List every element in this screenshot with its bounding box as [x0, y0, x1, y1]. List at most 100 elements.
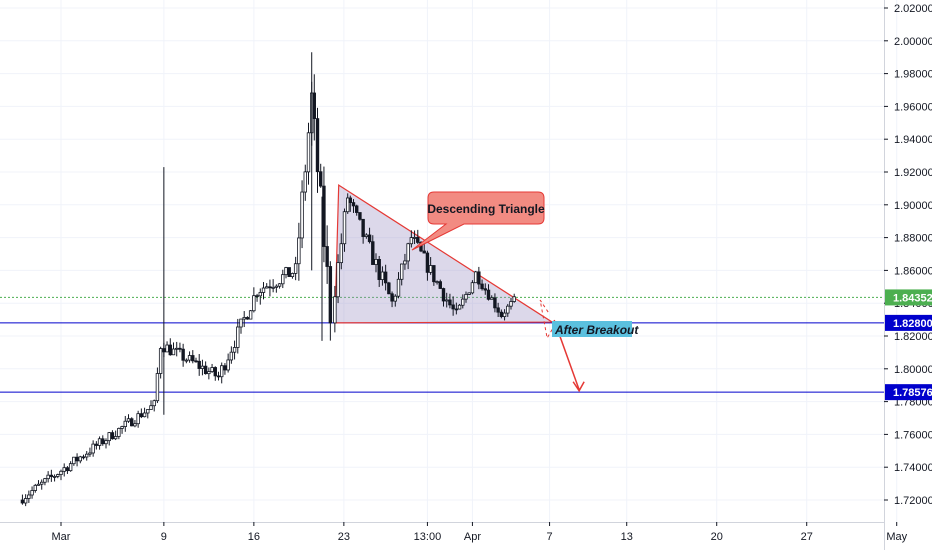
- candle-body: [412, 237, 417, 239]
- candle-body: [194, 360, 198, 363]
- candle-body: [400, 263, 404, 280]
- projection-dashed-path: [539, 299, 555, 340]
- candle-body: [315, 118, 320, 173]
- price-tick-label: 1.88000: [894, 233, 932, 245]
- candle-body: [229, 351, 234, 361]
- price-tick-label: 1.90000: [894, 200, 932, 212]
- price-tick-label: 1.94000: [894, 134, 932, 146]
- price-tick-label: 1.76000: [894, 429, 932, 441]
- candle-body: [123, 420, 127, 427]
- candle-body: [149, 405, 153, 410]
- candle-body: [342, 211, 347, 245]
- candle-body: [333, 296, 337, 324]
- candle-body: [165, 344, 169, 353]
- price-level-badge-text: 1.82800: [893, 318, 932, 330]
- time-tick-label: 9: [161, 531, 167, 543]
- candle-body: [499, 311, 504, 317]
- candle-body: [81, 456, 86, 459]
- candle-body: [377, 258, 381, 280]
- candle-body: [303, 171, 307, 193]
- candle-body: [104, 440, 108, 445]
- candle-body: [486, 289, 491, 300]
- candle-body: [435, 281, 439, 284]
- candle-body: [65, 467, 70, 472]
- candle-body: [258, 292, 262, 297]
- price-tick-label: 2.00000: [894, 36, 932, 48]
- candle-body: [110, 432, 115, 440]
- chart-grid: [0, 0, 898, 522]
- candle-body: [387, 282, 391, 295]
- price-level-badge-text: 1.84352: [893, 292, 932, 304]
- candle-body: [239, 318, 243, 328]
- candle-body: [30, 490, 34, 496]
- projection-arrow-head: [572, 381, 585, 393]
- time-axis[interactable]: Mar 9 16 23 13:00 Apr 7 13 20 27 May: [0, 522, 908, 543]
- candle-body: [113, 436, 118, 440]
- candle-body: [197, 360, 201, 369]
- candle-body: [396, 278, 401, 297]
- candle-body: [312, 92, 316, 119]
- candle-body: [348, 197, 352, 203]
- candle-body: [59, 470, 63, 475]
- time-tick-label: Apr: [464, 531, 481, 543]
- price-tick-label: 1.86000: [894, 265, 932, 277]
- candle-body: [43, 478, 47, 483]
- candle-body: [506, 305, 510, 314]
- candle-body: [451, 304, 455, 310]
- price-level-badge-text: 1.78576: [893, 387, 932, 399]
- candle-body: [364, 234, 369, 237]
- price-tick-label: 1.82000: [894, 331, 932, 343]
- candle-body: [40, 481, 44, 485]
- candle-body: [371, 241, 375, 265]
- candle-body: [319, 171, 323, 187]
- candle-body: [351, 202, 356, 207]
- candle-body: [136, 413, 140, 425]
- candle-body: [390, 293, 394, 302]
- candle-body: [68, 463, 73, 472]
- candle-body: [383, 271, 388, 284]
- candle-body: [75, 456, 79, 462]
- price-tick-label: 2.02000: [894, 3, 932, 15]
- breakout-label-box[interactable]: [552, 321, 632, 337]
- candle-body: [277, 283, 282, 287]
- candle-body: [101, 438, 105, 445]
- candle-body: [130, 418, 134, 427]
- candle-body: [339, 243, 343, 264]
- candle-body: [467, 292, 471, 295]
- candle-body: [187, 355, 192, 361]
- candle-body: [203, 365, 208, 375]
- candle-body: [107, 432, 111, 442]
- candle-body: [27, 494, 31, 499]
- candle-body: [346, 197, 350, 213]
- candle-body: [438, 281, 442, 289]
- triangle-callout[interactable]: [411, 191, 545, 251]
- candle-body: [245, 317, 250, 320]
- candle-body: [284, 267, 288, 276]
- candle-body: [355, 205, 359, 213]
- price-axis[interactable]: 2.02000 2.00000 1.98000 1.96000 1.94000 1.920…: [884, 0, 932, 550]
- candle-body: [184, 359, 189, 362]
- candle-body: [200, 365, 205, 369]
- price-tick-label: 1.72000: [894, 495, 932, 507]
- candle-body: [428, 265, 433, 273]
- candle-body: [236, 326, 240, 348]
- candle-body: [72, 456, 76, 465]
- candle-body: [52, 476, 57, 478]
- candle-body: [441, 288, 446, 302]
- time-tick-label: 7: [547, 531, 553, 543]
- candle-body: [133, 423, 137, 427]
- candle-body: [117, 428, 121, 437]
- candle-body: [293, 263, 298, 274]
- candle-body: [300, 191, 304, 239]
- time-tick-label: May: [886, 531, 907, 543]
- price-tick-label: 1.96000: [894, 101, 932, 113]
- candle-body: [464, 294, 468, 300]
- candle-body: [328, 266, 333, 324]
- candle-body: [403, 260, 407, 265]
- candle-body: [23, 498, 28, 504]
- annotations: Descending Triangle After Breakout: [411, 191, 639, 337]
- candle-body: [416, 237, 420, 243]
- candle-body: [181, 348, 185, 361]
- candle-body: [220, 365, 224, 378]
